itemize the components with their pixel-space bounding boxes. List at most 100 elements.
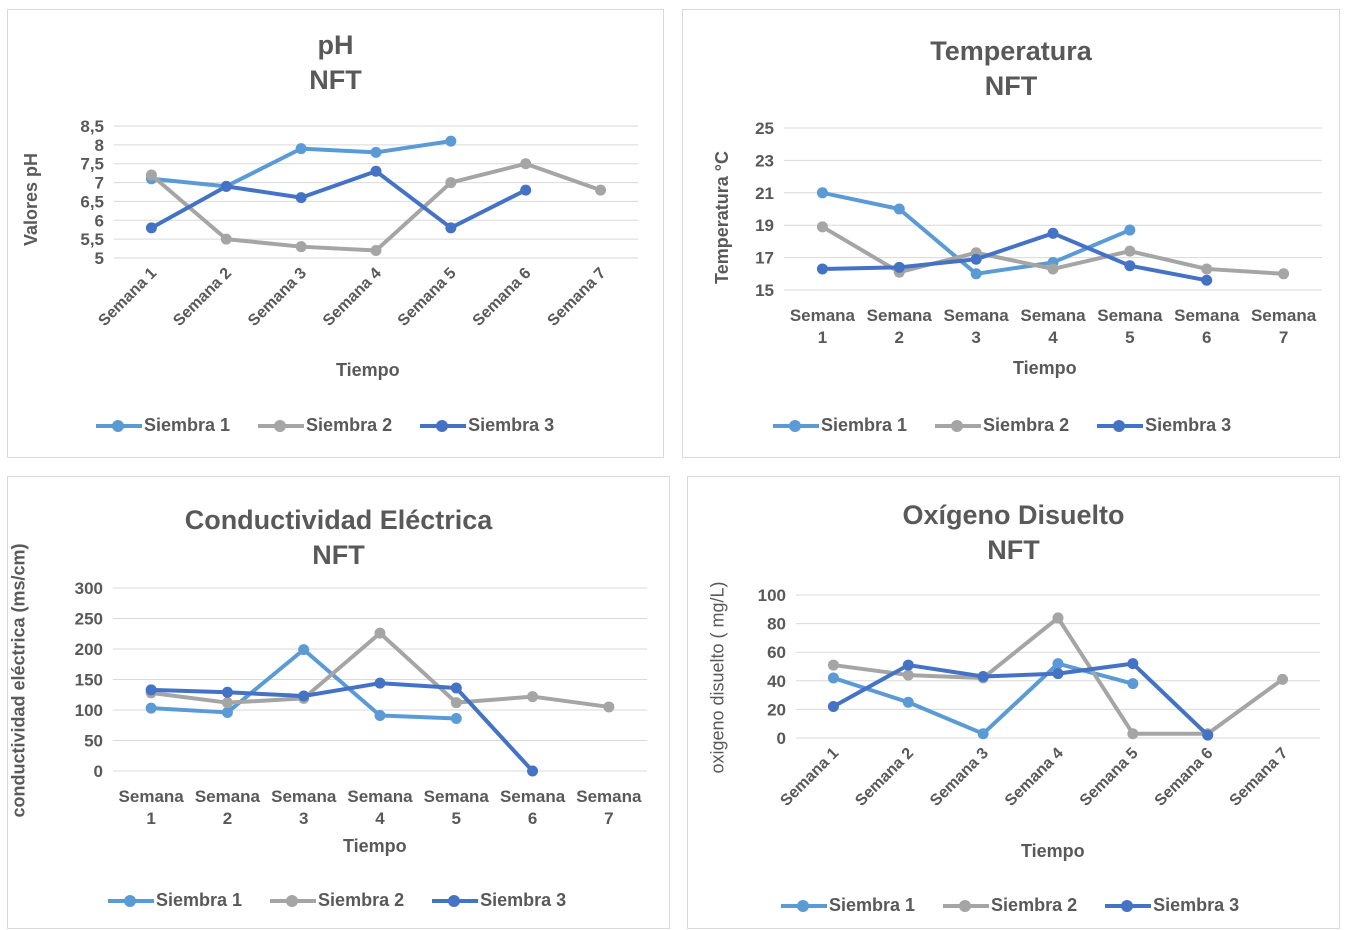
chart-title: Temperatura NFT <box>683 34 1339 104</box>
x-tick-label: Semana 6 <box>1174 306 1240 347</box>
chart-title-line-1: Temperatura <box>930 36 1092 66</box>
legend-label: Siembra 1 <box>156 890 243 910</box>
data-point-siembra-3 <box>527 765 539 777</box>
legend: Siembra 1 Siembra 2 Siembra 3 <box>773 415 1231 436</box>
legend-label: Siembra 3 <box>1145 415 1232 435</box>
legend-item-siembra-1: Siembra 1 <box>108 890 242 911</box>
legend-swatch-siembra-1 <box>773 419 819 432</box>
y-tick-label: 6 <box>95 211 104 230</box>
data-point-siembra-3 <box>977 671 989 683</box>
x-tick-label: Semana 4 <box>1020 306 1086 347</box>
y-tick-label: 0 <box>94 762 103 781</box>
data-point-siembra-3 <box>1127 658 1139 670</box>
y-tick-label: 19 <box>755 216 774 235</box>
legend-swatch-siembra-1 <box>96 419 142 432</box>
data-point-siembra-2 <box>595 184 607 196</box>
data-point-siembra-1 <box>970 268 982 280</box>
data-point-siembra-3 <box>902 659 914 671</box>
y-tick-label: 25 <box>755 119 774 138</box>
legend-label: Siembra 2 <box>306 415 393 435</box>
data-point-siembra-2 <box>445 177 457 189</box>
x-tick-label: Semana 5 <box>395 265 460 330</box>
chart-title: Oxígeno Disuelto NFT <box>688 498 1339 568</box>
y-tick-label: 17 <box>755 249 774 268</box>
x-tick-label: Semana 7 <box>1227 745 1292 810</box>
data-point-siembra-3 <box>220 180 232 192</box>
x-tick-label: Semana 7 <box>545 265 610 330</box>
legend: Siembra 1 Siembra 2 Siembra 3 <box>96 415 554 436</box>
data-point-siembra-1 <box>445 135 457 147</box>
data-point-siembra-1 <box>298 644 310 656</box>
chart-panel-oxigeno: Oxígeno Disuelto NFT 0 20 40 60 80 100 Semana … <box>687 476 1340 929</box>
chart-title-line-2: NFT <box>309 65 362 95</box>
data-point-siembra-1 <box>450 713 462 725</box>
data-point-siembra-2 <box>450 697 462 709</box>
y-tick-label: 60 <box>767 643 786 662</box>
legend-item-siembra-1: Siembra 1 <box>781 895 915 916</box>
y-tick-label: 5 <box>95 249 104 268</box>
data-point-siembra-1 <box>816 187 828 199</box>
y-tick-label: 300 <box>75 579 103 598</box>
y-axis-label: Temperatura °C <box>711 151 732 284</box>
chart-title: pH NFT <box>8 28 663 98</box>
data-point-siembra-2 <box>902 669 914 681</box>
y-tick-label: 6,5 <box>80 192 104 211</box>
data-point-siembra-3 <box>970 253 982 265</box>
chart-title-line-1: Conductividad Eléctrica <box>184 505 493 535</box>
data-point-siembra-1 <box>374 709 386 721</box>
data-point-siembra-2 <box>295 241 307 253</box>
x-tick-label: Semana 7 <box>1251 306 1317 347</box>
data-point-siembra-3 <box>1047 227 1059 239</box>
data-point-siembra-2 <box>221 697 233 709</box>
chart-title: Conductividad Eléctrica NFT <box>8 503 669 573</box>
x-tick-label: Semana 1 <box>95 265 160 330</box>
x-tick-label: Semana 5 <box>1097 306 1163 347</box>
series-line-siembra-3 <box>151 681 535 773</box>
legend-swatch-siembra-2 <box>935 419 982 432</box>
data-point-siembra-3 <box>221 686 233 698</box>
x-tick-label: Semana 3 <box>271 787 337 828</box>
legend: Siembra 1 Siembra 2 Siembra 3 <box>781 895 1239 916</box>
data-point-siembra-3 <box>370 165 382 177</box>
y-tick-label: 15 <box>755 281 774 300</box>
y-tick-label: 20 <box>767 700 786 719</box>
legend-swatch-siembra-3 <box>1105 899 1152 912</box>
data-point-siembra-3 <box>1201 274 1213 286</box>
x-axis-label: Tiempo <box>1013 358 1077 378</box>
legend-item-siembra-1: Siembra 1 <box>96 415 230 436</box>
data-point-siembra-2 <box>527 691 539 703</box>
legend-label: Siembra 2 <box>318 890 405 910</box>
data-point-siembra-3 <box>827 701 839 713</box>
x-tick-label: Semana 6 <box>1152 745 1217 810</box>
legend-swatch-siembra-2 <box>943 899 990 912</box>
y-tick-label: 21 <box>755 184 774 203</box>
data-point-siembra-3 <box>1202 729 1214 741</box>
data-point-siembra-3 <box>520 184 532 196</box>
x-tick-label: Semana 2 <box>170 265 235 330</box>
legend: Siembra 1 Siembra 2 Siembra 3 <box>108 890 566 911</box>
x-tick-label: Semana 4 <box>347 787 413 828</box>
data-point-siembra-1 <box>370 146 382 158</box>
legend-item-siembra-1: Siembra 1 <box>773 415 907 436</box>
y-tick-label: 50 <box>84 732 103 751</box>
legend-swatch-siembra-3 <box>432 894 479 907</box>
y-tick-label: 8,5 <box>80 117 104 136</box>
series-line-siembra-3 <box>822 231 1208 283</box>
data-point-siembra-2 <box>816 221 828 233</box>
legend-swatch-siembra-2 <box>258 419 305 432</box>
y-tick-label: 100 <box>758 586 786 605</box>
legend-item-siembra-2: Siembra 2 <box>270 890 404 911</box>
data-point-siembra-3 <box>816 263 828 275</box>
legend-label: Siembra 1 <box>821 415 908 435</box>
data-point-siembra-3 <box>893 261 905 273</box>
legend-item-siembra-3: Siembra 3 <box>420 415 554 436</box>
data-point-siembra-2 <box>520 158 532 170</box>
data-point-siembra-3 <box>298 690 310 702</box>
x-tick-label: Semana 4 <box>1002 745 1067 810</box>
data-point-siembra-1 <box>295 143 307 155</box>
chart-title-line-1: pH <box>317 30 354 60</box>
legend-label: Siembra 1 <box>829 895 916 915</box>
